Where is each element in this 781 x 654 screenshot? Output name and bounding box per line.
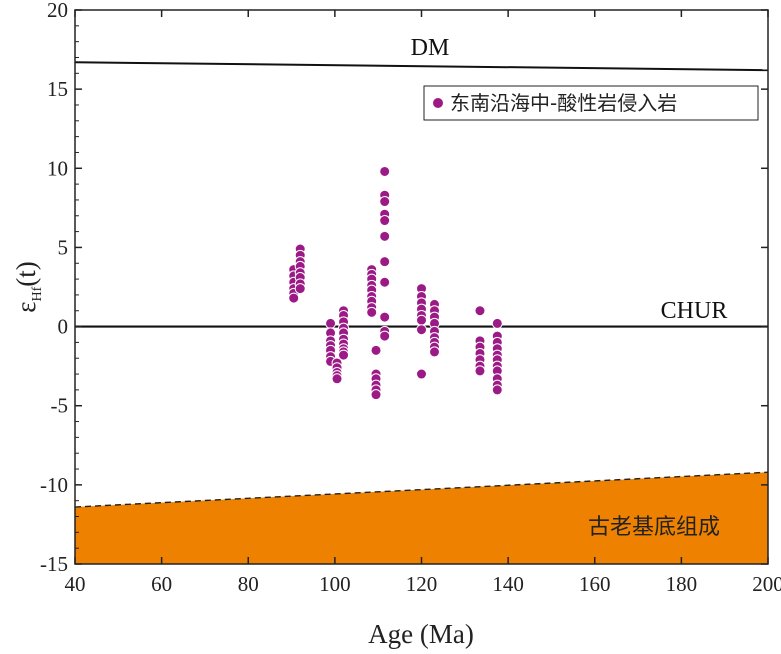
data-point bbox=[416, 324, 427, 336]
data-point bbox=[474, 365, 486, 377]
data-point bbox=[379, 311, 391, 323]
dm-line bbox=[75, 61, 768, 72]
data-point bbox=[416, 368, 427, 380]
data-point bbox=[331, 373, 343, 385]
legend: 东南沿海中-酸性岩侵入岩 bbox=[423, 85, 759, 121]
data-point bbox=[428, 346, 440, 358]
data-point bbox=[474, 305, 486, 317]
data-point bbox=[491, 384, 503, 396]
x-axis-title: Age (Ma) bbox=[368, 619, 474, 649]
legend-marker bbox=[433, 98, 443, 108]
data-point bbox=[379, 165, 391, 177]
data-point bbox=[370, 344, 382, 356]
y-tick-label: 20 bbox=[47, 0, 68, 22]
y-axis-title-suffix: (t) bbox=[11, 261, 41, 286]
crust-area-layer bbox=[75, 471, 768, 564]
data-point bbox=[379, 330, 391, 342]
x-tick-label: 120 bbox=[406, 572, 438, 596]
legend-label: 东南沿海中-酸性岩侵入岩 bbox=[450, 91, 677, 115]
data-point bbox=[370, 389, 382, 401]
x-tick-label: 40 bbox=[65, 572, 86, 596]
data-point bbox=[338, 349, 350, 361]
x-tick-label: 180 bbox=[666, 572, 698, 596]
data-point bbox=[294, 283, 306, 295]
data-point bbox=[379, 230, 391, 242]
y-tick-label: 10 bbox=[47, 156, 68, 180]
x-tick-label: 60 bbox=[151, 572, 172, 596]
svg-text:εHf(t): εHf(t) bbox=[11, 261, 45, 313]
data-point bbox=[379, 215, 391, 227]
crust-boundary-line bbox=[75, 471, 768, 508]
y-tick-label: 0 bbox=[58, 315, 69, 339]
scatter-points-layer bbox=[288, 165, 503, 401]
crust-area bbox=[75, 472, 768, 564]
x-tick-label: 100 bbox=[319, 572, 351, 596]
data-point bbox=[366, 306, 378, 318]
x-tick-label: 140 bbox=[492, 572, 524, 596]
x-tick-label: 160 bbox=[579, 572, 611, 596]
y-tick-label: 15 bbox=[47, 77, 68, 101]
data-point bbox=[379, 276, 391, 288]
crust-label: 古老基底组成 bbox=[588, 515, 720, 540]
data-point bbox=[325, 317, 337, 329]
axis-ticks-layer: 40 60 80 100 120 140 160 180 200 20 15 10 5 0 -5 -10 -15 bbox=[40, 0, 781, 596]
y-axis-title: εHf(t) bbox=[11, 261, 45, 313]
dm-label: DM bbox=[411, 35, 450, 61]
y-tick-label: -10 bbox=[40, 473, 68, 497]
legend-box bbox=[423, 85, 759, 121]
data-point bbox=[379, 256, 391, 268]
x-tick-label: 200 bbox=[752, 572, 781, 596]
y-axis-title-sub: Hf bbox=[30, 286, 45, 301]
y-axis-title-main: ε bbox=[11, 301, 41, 312]
x-tick-label: 80 bbox=[238, 572, 259, 596]
data-point bbox=[416, 314, 427, 326]
data-point bbox=[379, 196, 391, 208]
y-tick-label: -15 bbox=[40, 552, 68, 576]
data-point bbox=[491, 317, 503, 329]
data-point bbox=[288, 292, 300, 304]
y-tick-label: -5 bbox=[51, 394, 69, 418]
chur-label: CHUR bbox=[661, 298, 728, 324]
y-tick-label: 5 bbox=[58, 235, 69, 259]
